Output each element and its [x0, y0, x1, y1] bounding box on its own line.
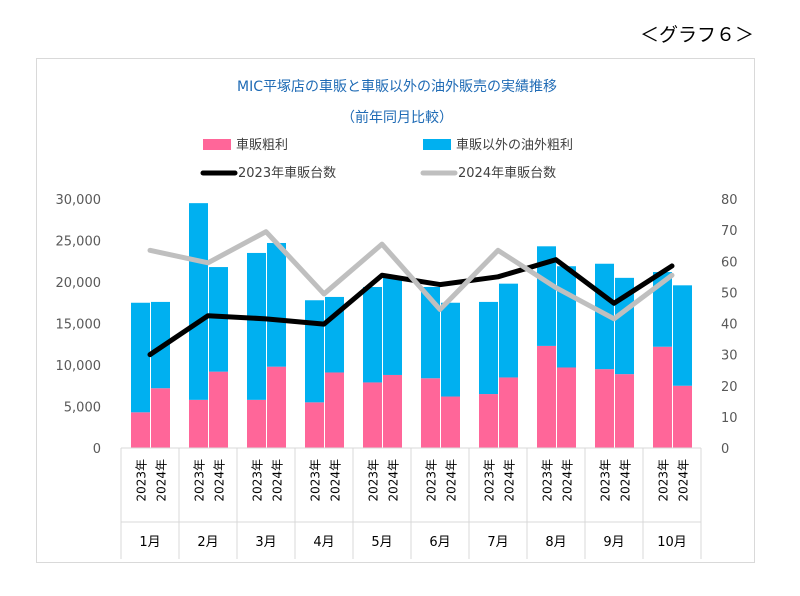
x-month-label: 7月 [487, 535, 508, 550]
y-right-tick-label: 40 [721, 318, 738, 333]
bar-car-sales-profit [209, 371, 228, 448]
x-year-label: 2023年 [367, 459, 381, 502]
x-month-label: 5月 [371, 535, 392, 550]
bar-car-sales-profit [537, 345, 556, 448]
x-year-label: 2023年 [309, 459, 323, 502]
y-right-tick-label: 50 [721, 286, 738, 301]
chart-title: MIC平塚店の車販と車販以外の油外販売の実績推移 [237, 78, 557, 95]
x-year-label: 2023年 [425, 459, 439, 502]
y-right-tick-label: 20 [721, 380, 738, 395]
bar-other-oil-profit [653, 272, 672, 347]
bar-car-sales-profit [673, 385, 692, 448]
bar-other-oil-profit [479, 301, 498, 395]
y-right-tick-label: 0 [721, 442, 729, 457]
line-2024-units [147, 229, 675, 322]
x-year-label: 2024年 [503, 459, 517, 502]
y-left-tick-label: 0 [93, 442, 101, 457]
x-year-label: 2023年 [135, 459, 149, 502]
bar-other-oil-profit [325, 296, 344, 373]
bar-car-sales-profit [363, 382, 382, 448]
bar-other-oil-profit [209, 267, 228, 372]
x-year-label: 2024年 [619, 459, 633, 502]
x-year-label: 2024年 [561, 459, 575, 502]
y-right-tick-label: 60 [721, 255, 738, 270]
x-year-label: 2024年 [329, 459, 343, 502]
chart-subtitle: （前年同月比較） [341, 109, 453, 126]
bar-car-sales-profit [615, 374, 634, 448]
x-year-label: 2023年 [599, 459, 613, 502]
x-month-label: 6月 [429, 535, 450, 550]
y-right-tick-label: 70 [721, 224, 738, 239]
legend-swatch-car-sales-profit [203, 139, 231, 150]
legend-swatch-other-oil-profit [423, 139, 451, 150]
legend-label-car-sales-profit: 車販粗利 [236, 138, 288, 153]
x-year-label: 2023年 [483, 459, 497, 502]
legend-label-2023-units: 2023年車販台数 [238, 166, 336, 181]
legend-label-other-oil-profit: 車販以外の油外粗利 [456, 138, 573, 153]
legend-label-2024-units: 2024年車販台数 [458, 166, 556, 181]
y-right-tick-label: 80 [721, 193, 738, 208]
bar-other-oil-profit [131, 302, 150, 413]
y-right-tick-label: 30 [721, 349, 738, 364]
bar-car-sales-profit [325, 372, 344, 448]
bar-other-oil-profit [499, 283, 518, 378]
bar-car-sales-profit [595, 369, 614, 448]
figure-label: ＜グラフ６＞ [639, 24, 754, 46]
bar-car-sales-profit [499, 377, 518, 448]
combo-chart: MIC平塚店の車販と車販以外の油外販売の実績推移 （前年同月比較） 車販粗利 車… [56, 78, 738, 559]
bar-car-sales-profit [479, 394, 498, 448]
bar-car-sales-profit [305, 402, 324, 448]
bar-other-oil-profit [441, 302, 460, 397]
x-month-label: 2月 [197, 535, 218, 550]
y-left-tick-label: 15,000 [56, 318, 102, 333]
x-year-label: 2023年 [251, 459, 265, 502]
x-month-label: 1月 [139, 535, 160, 550]
bar-car-sales-profit [247, 399, 266, 448]
y-left-tick-label: 5,000 [64, 401, 101, 416]
x-month-label: 8月 [545, 535, 566, 550]
plot-area: 0 5,000 10,000 15,000 20,000 25,000 30,000 0 10 2… [56, 193, 738, 559]
bar-other-oil-profit [673, 285, 692, 386]
bar-car-sales-profit [151, 388, 170, 448]
x-year-label: 2024年 [387, 459, 401, 502]
x-month-label: 9月 [603, 535, 624, 550]
bar-other-oil-profit [421, 286, 440, 379]
bar-other-oil-profit [537, 246, 556, 346]
bar-car-sales-profit [383, 374, 402, 448]
x-month-label: 10月 [657, 535, 687, 550]
bar-car-sales-profit [189, 399, 208, 448]
bar-car-sales-profit [441, 396, 460, 448]
y-right-tick-label: 10 [721, 411, 738, 426]
bar-other-oil-profit [557, 266, 576, 368]
bar-car-sales-profit [557, 367, 576, 448]
bar-car-sales-profit [421, 378, 440, 448]
x-year-label: 2023年 [657, 459, 671, 502]
bar-other-oil-profit [247, 252, 266, 400]
x-year-label: 2024年 [271, 459, 285, 502]
y-left-tick-label: 25,000 [56, 235, 102, 250]
x-year-label: 2024年 [445, 459, 459, 502]
bar-other-oil-profit [267, 242, 286, 367]
x-year-label: 2023年 [541, 459, 555, 502]
bar-other-oil-profit [383, 277, 402, 375]
x-year-label: 2024年 [677, 459, 691, 502]
y-left-tick-label: 30,000 [56, 193, 102, 208]
x-year-label: 2024年 [155, 459, 169, 502]
x-month-label: 3月 [255, 535, 276, 550]
chart-frame: MIC平塚店の車販と車販以外の油外販売の実績推移 （前年同月比較） 車販粗利 車… [36, 58, 755, 563]
bar-car-sales-profit [267, 366, 286, 448]
bar-car-sales-profit [131, 412, 150, 448]
bar-car-sales-profit [653, 346, 672, 448]
bar-other-oil-profit [189, 203, 208, 400]
y-left-tick-label: 20,000 [56, 276, 102, 291]
bar-other-oil-profit [363, 286, 382, 383]
y-left-tick-label: 10,000 [56, 359, 102, 374]
x-year-label: 2024年 [213, 459, 227, 502]
x-month-label: 4月 [313, 535, 334, 550]
x-year-label: 2023年 [193, 459, 207, 502]
bar-other-oil-profit [305, 300, 324, 403]
